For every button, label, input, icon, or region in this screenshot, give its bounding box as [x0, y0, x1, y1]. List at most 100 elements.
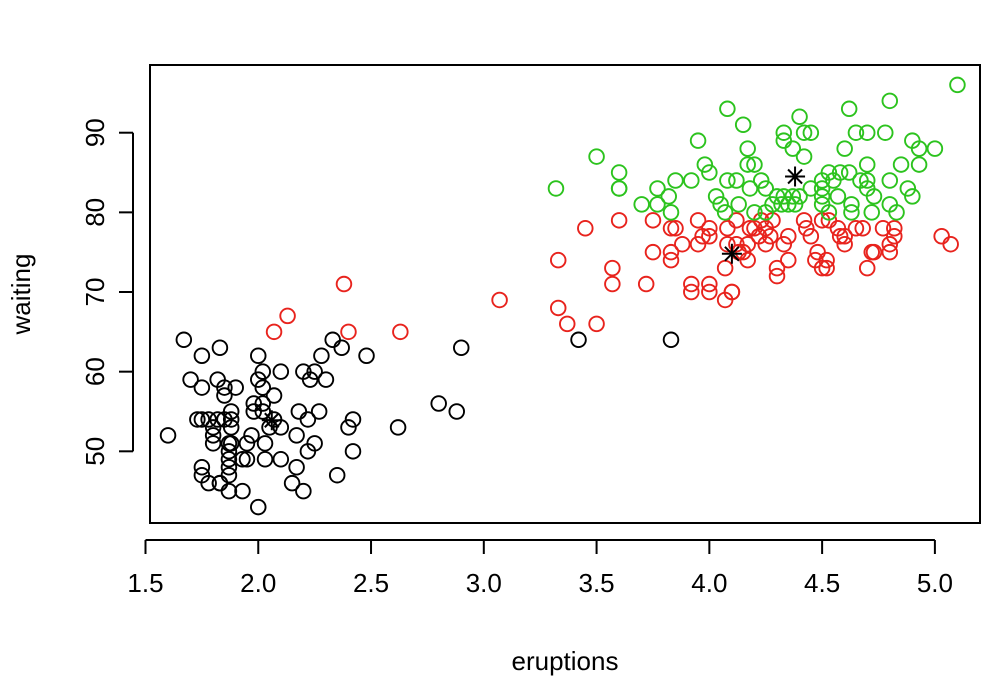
cluster-2-point [874, 220, 892, 237]
cluster-3-point [739, 156, 756, 173]
x-tick-label: 3.5 [578, 568, 614, 598]
cluster-2-point [858, 259, 876, 277]
cluster-1-point [306, 363, 323, 380]
cluster-2-point [780, 228, 797, 245]
cluster-2-point [831, 228, 849, 245]
cluster-2-point [644, 212, 662, 229]
cluster-1-point [453, 339, 470, 357]
cluster-1-point [254, 379, 272, 396]
cluster-3-point [649, 196, 666, 213]
cluster-1-point [254, 395, 272, 412]
x-tick-label: 5.0 [917, 568, 953, 598]
cluster-1-point [159, 427, 177, 444]
cluster-2-point [674, 235, 691, 253]
cluster-2-point [662, 251, 680, 269]
cluster-3-point [784, 140, 802, 157]
cluster-2-point [549, 251, 567, 269]
cluster-3-point [775, 188, 793, 205]
cluster-2-point [265, 323, 283, 341]
cluster-2-point [739, 235, 756, 253]
cluster-3-point [843, 204, 860, 221]
cluster-1-point [220, 451, 238, 468]
cluster-3-point [734, 116, 752, 133]
cluster-1-point [234, 482, 251, 500]
cluster-2-point [340, 323, 357, 341]
cluster-1-point [256, 435, 274, 452]
cluster-1-point [301, 371, 319, 388]
cluster-1-point [272, 363, 290, 380]
x-axis: 1.5 2.0 2.5 3.0 3.5 4.0 4.5 5.0 [127, 539, 953, 598]
cluster-3-point [847, 124, 865, 141]
cluster-1-point [313, 347, 330, 364]
cluster-1-point [189, 411, 206, 428]
cluster-3-point [840, 164, 858, 181]
cluster-2-point [667, 220, 684, 237]
cluster-3-point [746, 204, 763, 221]
cluster-2-point [739, 251, 756, 269]
cluster-1-point [283, 474, 301, 492]
cluster-2-point [768, 259, 786, 277]
cluster-3-point [746, 156, 763, 173]
cluster-1-point [254, 363, 272, 380]
cluster-3-point [712, 196, 729, 213]
cluster-3-point [904, 188, 921, 205]
cluster-2-point [719, 235, 736, 253]
cluster-3-point [831, 164, 849, 181]
cluster-3-point [728, 172, 745, 189]
cluster-2-point [854, 220, 871, 237]
cluster-1-point [238, 435, 256, 452]
x-axis-title: eruptions [512, 646, 619, 676]
cluster-2-point [701, 228, 718, 245]
cluster-1-point [299, 411, 317, 428]
cluster-1-point [220, 443, 238, 460]
cluster-1-point [430, 395, 447, 412]
cluster-1-point [204, 427, 222, 444]
cluster-3-point [888, 204, 905, 221]
cluster-1-point [200, 474, 217, 492]
cluster-1-point [295, 482, 312, 500]
cluster-1-point [250, 347, 267, 364]
cluster-1-point [222, 435, 240, 452]
cluster-3-point [649, 180, 666, 197]
cluster-2-point [662, 243, 680, 261]
cluster-2-point [549, 299, 567, 317]
y-axis-title: waiting [6, 254, 36, 336]
cluster-3-point [820, 204, 838, 221]
x-tick-label: 3.0 [466, 568, 502, 598]
cluster-3-point [858, 172, 876, 189]
cluster-3-point [764, 196, 781, 213]
cluster-2-point [847, 220, 865, 237]
cluster-1-point [358, 347, 375, 364]
cluster-center-2 [721, 243, 742, 264]
cluster-2-point [604, 259, 621, 277]
cluster-2-point [757, 235, 774, 253]
cluster-1-point [265, 387, 283, 404]
cluster-3-point [843, 196, 860, 213]
cluster-3-point [858, 124, 876, 141]
cluster-2-point [701, 220, 718, 237]
cluster-3-point [730, 196, 747, 213]
cluster-3-point [588, 148, 605, 165]
cluster-3-point [610, 180, 628, 197]
y-tick-label: 80 [80, 198, 110, 227]
cluster-2-point [881, 243, 899, 261]
cluster-1-point [243, 427, 260, 444]
cluster-3-point [926, 140, 944, 157]
cluster-1-point [272, 451, 290, 468]
cluster-1-point [220, 466, 238, 484]
cluster-3-point [689, 132, 707, 149]
cluster-3-point [858, 156, 876, 173]
cluster-1-point [254, 403, 272, 420]
cluster-2-point [279, 307, 296, 325]
cluster-1-point [227, 379, 244, 396]
cluster-3-point [840, 100, 858, 118]
cluster-3-point [757, 180, 774, 197]
cluster-1-point [238, 451, 256, 468]
y-tick-label: 70 [80, 278, 110, 307]
cluster-3-point [836, 140, 853, 157]
cluster-2-point [836, 235, 853, 253]
cluster-2-point [491, 291, 508, 309]
cluster-3-point [881, 172, 899, 189]
